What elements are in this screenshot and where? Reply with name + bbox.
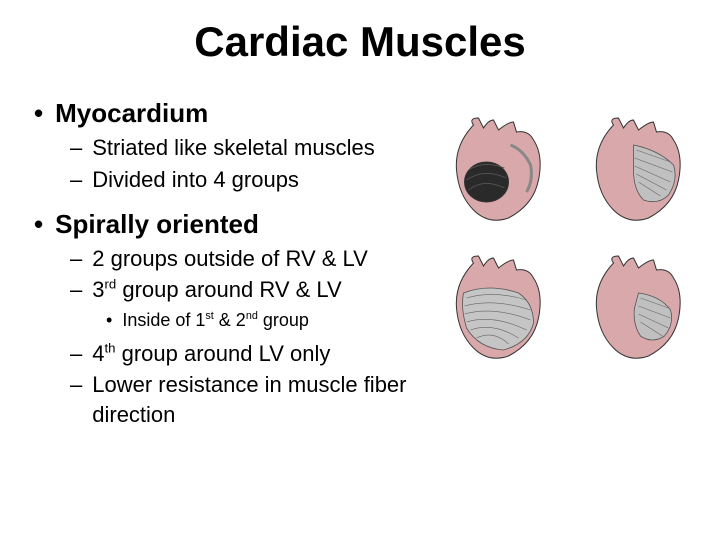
bullet-text: 4th group around LV only — [92, 339, 330, 369]
bullet-dash-icon: – — [70, 275, 82, 305]
heart-diagrams — [436, 110, 706, 368]
bullet-3rd-group: – 3rd group around RV & LV — [34, 275, 430, 305]
text-part: group around LV only — [116, 341, 331, 366]
bullet-dash-icon: – — [70, 165, 82, 195]
ordinal-sup: th — [105, 340, 116, 355]
ordinal-sup: rd — [105, 277, 117, 292]
heart-diagram-4 — [576, 248, 701, 368]
ordinal-sup: nd — [246, 310, 258, 322]
text-part: 4 — [92, 341, 104, 366]
slide-title: Cardiac Muscles — [0, 0, 720, 90]
bullet-text: Lower resistance in muscle fiber directi… — [92, 370, 430, 429]
text-part: 3 — [92, 277, 104, 302]
bullet-text: Divided into 4 groups — [92, 165, 299, 195]
bullet-text: Inside of 1st & 2nd group — [122, 309, 309, 332]
bullet-dash-icon: – — [70, 370, 82, 400]
bullet-text: Spirally oriented — [55, 209, 259, 240]
bullet-striated: – Striated like skeletal muscles — [34, 133, 430, 163]
bullet-dash-icon: – — [70, 133, 82, 163]
text-part: group — [258, 310, 309, 330]
text-part: group around RV & LV — [116, 277, 341, 302]
bullet-spirally: • Spirally oriented — [34, 209, 430, 240]
text-part: & 2 — [214, 310, 246, 330]
bullet-dash-icon: – — [70, 339, 82, 369]
heart-diagram-1 — [436, 110, 561, 230]
bullet-inside-groups: • Inside of 1st & 2nd group — [34, 309, 430, 332]
bullet-text: Myocardium — [55, 98, 208, 129]
bullet-dot-icon: • — [34, 98, 43, 129]
bullet-lower-resistance: – Lower resistance in muscle fiber direc… — [34, 370, 430, 429]
bullet-text: Striated like skeletal muscles — [92, 133, 374, 163]
ordinal-sup: st — [205, 310, 213, 322]
bullet-divided: – Divided into 4 groups — [34, 165, 430, 195]
bullet-dash-icon: – — [70, 244, 82, 274]
heart-diagram-3 — [436, 248, 561, 368]
heart-diagram-2 — [576, 110, 701, 230]
text-part: Inside of 1 — [122, 310, 205, 330]
bullet-dot-icon: • — [106, 309, 112, 332]
bullet-4th-group: – 4th group around LV only — [34, 339, 430, 369]
bullet-dot-icon: • — [34, 209, 43, 240]
bullet-2groups: – 2 groups outside of RV & LV — [34, 244, 430, 274]
content-area: • Myocardium – Striated like skeletal mu… — [0, 98, 430, 430]
bullet-myocardium: • Myocardium — [34, 98, 430, 129]
bullet-text: 3rd group around RV & LV — [92, 275, 341, 305]
bullet-text: 2 groups outside of RV & LV — [92, 244, 368, 274]
